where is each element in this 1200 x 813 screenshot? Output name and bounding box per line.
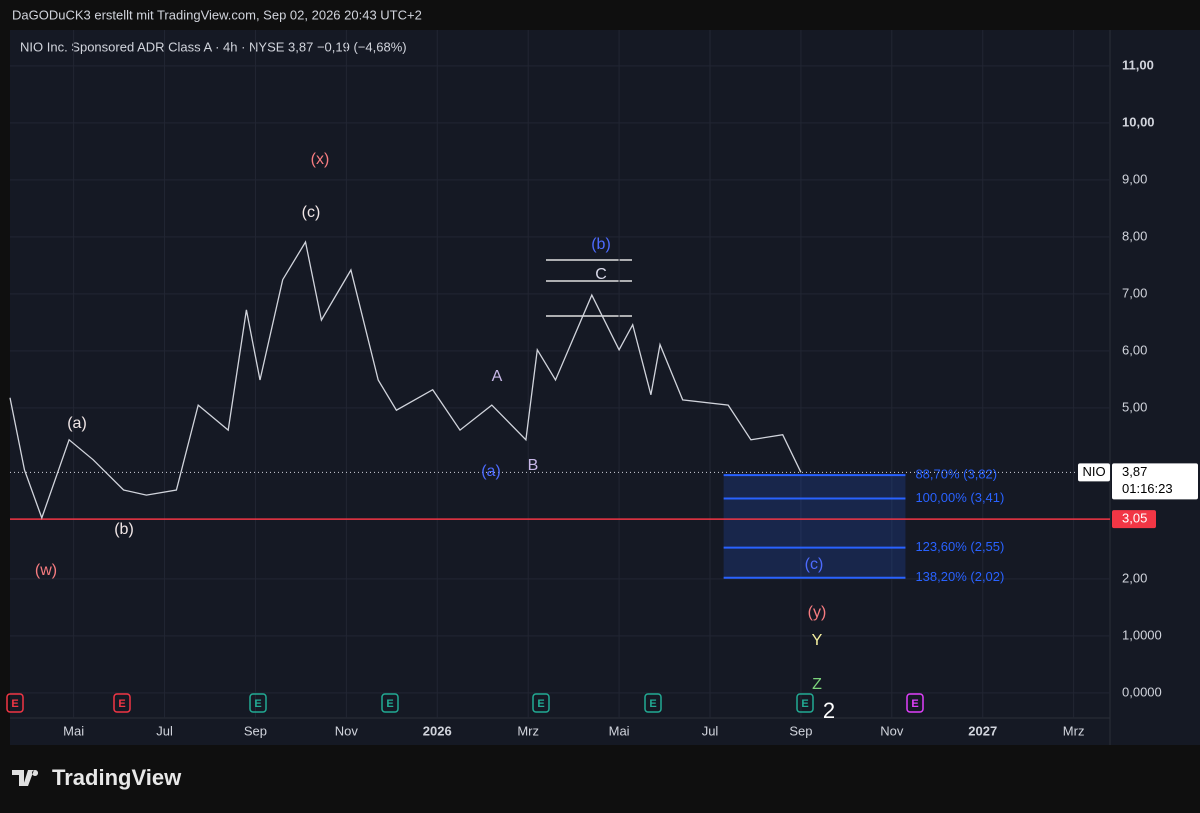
price-name-tag (1078, 463, 1110, 482)
logo: TradingView (12, 765, 182, 790)
earnings-label: E (911, 698, 918, 710)
earnings-label: E (537, 698, 544, 710)
x-tick-label: Nov (880, 723, 904, 738)
wave-label: (a) (481, 463, 501, 480)
chart-title: NIO Inc. Sponsored ADR Class A · 4h · NY… (20, 39, 407, 54)
price-line (9, 240, 802, 520)
fib-label: 88,70% (3,82) (915, 467, 997, 482)
wave-label: (c) (302, 204, 321, 221)
chart-area (10, 30, 1200, 745)
earnings-icon (113, 693, 131, 713)
y-tick-label: 11,00 (1122, 57, 1154, 72)
x-tick-label: 2027 (968, 723, 997, 738)
price-value: 3,87 (1122, 464, 1147, 479)
wave-label: 2 (823, 698, 835, 723)
wave-label: (c) (805, 556, 824, 573)
earnings-label: E (801, 698, 808, 710)
wave-label: B (528, 457, 539, 474)
y-tick-label: 7,00 (1122, 285, 1147, 300)
x-tick-label: Sep (789, 723, 812, 738)
header: DaGODuCK3 erstellt mit TradingView.com, … (12, 7, 422, 22)
x-tick-label: Nov (335, 723, 359, 738)
y-tick-label: 9,00 (1122, 171, 1147, 186)
price-tag (1112, 463, 1198, 500)
earnings-icon (249, 693, 267, 713)
y-tick-label: 2,00 (1122, 570, 1147, 585)
x-tick-label: 2026 (423, 723, 452, 738)
y-tick-label: 0,0000 (1122, 684, 1162, 699)
fib-zone (723, 475, 906, 578)
x-tick-label: Mrz (517, 723, 539, 738)
wave-label: (a) (67, 415, 87, 432)
logo-text: TradingView (52, 765, 182, 790)
y-tick-label: 5,00 (1122, 399, 1147, 414)
y-tick-label: 1,0000 (1122, 627, 1162, 642)
price-countdown: 01:16:23 (1122, 481, 1173, 496)
support-label: 3,05 (1122, 511, 1147, 526)
earnings-icon (381, 693, 399, 713)
earnings-icon (532, 693, 550, 713)
earnings-label: E (649, 698, 656, 710)
wave-label: (w) (35, 562, 57, 579)
earnings-icon (796, 693, 814, 713)
earnings-label: E (118, 698, 125, 710)
wave-label: (b) (114, 521, 134, 538)
wave-label: (b) (591, 236, 611, 253)
x-tick-label: Jul (702, 723, 719, 738)
wave-label: (y) (808, 604, 827, 621)
y-tick-label: 6,00 (1122, 342, 1147, 357)
x-tick-label: Mrz (1063, 723, 1085, 738)
wave-label: C (595, 266, 607, 283)
fib-label: 138,20% (2,02) (915, 569, 1004, 584)
wave-label: Z (812, 676, 822, 693)
x-tick-label: Sep (244, 723, 267, 738)
x-tick-label: Mai (609, 723, 630, 738)
earnings-label: E (386, 698, 393, 710)
earnings-icon (906, 693, 924, 713)
earnings-label: E (11, 698, 18, 710)
earnings-icon (6, 693, 24, 713)
y-tick-label: 8,00 (1122, 228, 1147, 243)
earnings-label: E (254, 698, 261, 710)
y-tick-label: 10,00 (1122, 114, 1155, 129)
price-name: NIO (1082, 464, 1105, 479)
wave-label: (x) (311, 151, 330, 168)
wave-label: A (492, 368, 503, 385)
wave-label: Y (812, 632, 823, 649)
fib-label: 100,00% (3,41) (915, 490, 1004, 505)
x-tick-label: Jul (156, 723, 173, 738)
support-tag (1112, 510, 1156, 529)
earnings-icon (644, 693, 662, 713)
x-tick-label: Mai (63, 723, 84, 738)
fib-label: 123,60% (2,55) (915, 539, 1004, 554)
